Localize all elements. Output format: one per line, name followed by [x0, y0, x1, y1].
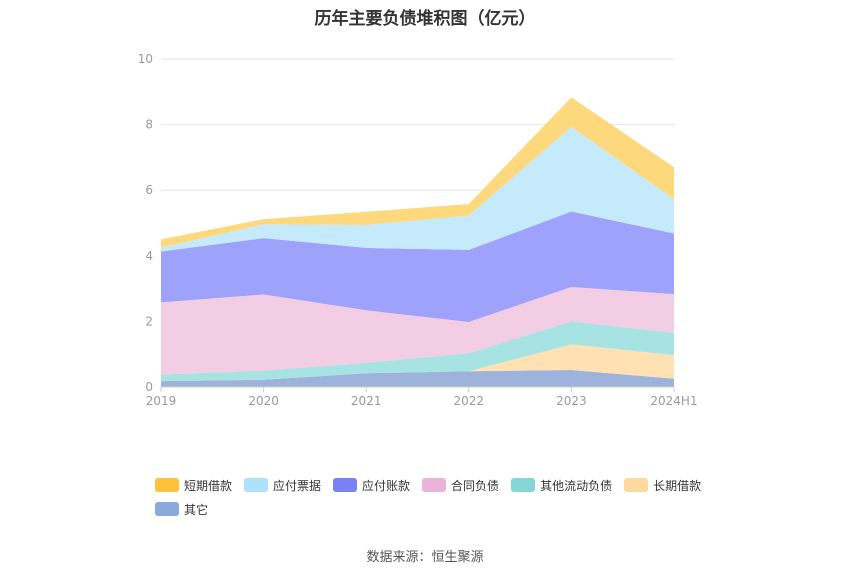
- axes: 0 2 4 6 8 10 2019 2020 2021 2022 2023 2024H1: [138, 52, 698, 408]
- x-tick-label-2021: 2021: [351, 394, 382, 408]
- x-tick-label-2022: 2022: [454, 394, 485, 408]
- x-tick-label-2024H1: 2024H1: [650, 394, 697, 408]
- legend-label: 应付账款: [362, 478, 411, 493]
- legend-label: 长期借款: [653, 478, 702, 493]
- legend-swatch: [624, 478, 649, 492]
- legend-label: 短期借款: [184, 478, 233, 493]
- legend-swatch: [333, 478, 358, 492]
- x-tick-label-2020: 2020: [248, 394, 279, 408]
- y-tick-label-2: 2: [145, 314, 153, 328]
- y-tick-label-10: 10: [138, 52, 153, 66]
- legend-item-3[interactable]: 合同负债: [422, 473, 499, 497]
- y-tick-label-8: 8: [145, 118, 153, 132]
- area-series-3: [161, 286, 674, 375]
- legend-item-6[interactable]: 其它: [155, 497, 208, 521]
- legend-label: 应付票据: [273, 478, 322, 493]
- legend-label: 合同负债: [451, 478, 500, 493]
- area-series-0: [161, 369, 674, 387]
- legend-swatch: [155, 478, 179, 492]
- legend-item-0[interactable]: 短期借款: [155, 473, 232, 497]
- area-series-1: [161, 344, 674, 382]
- legend-label: 其它: [184, 502, 209, 517]
- stacked-areas: [161, 97, 674, 387]
- area-series-2: [161, 321, 674, 382]
- legend-swatch: [422, 478, 447, 492]
- legend-swatch: [155, 502, 179, 516]
- legend: 短期借款 应付票据 应付账款 合同负债 其他流动负债 长期借款其它: [155, 473, 755, 521]
- x-tick-label-2019: 2019: [146, 394, 177, 408]
- legend-swatch: [511, 478, 536, 492]
- area-series-5: [161, 126, 674, 252]
- y-tick-label-4: 4: [145, 249, 153, 263]
- source-note: 数据来源：恒生聚源: [366, 550, 484, 565]
- legend-item-4[interactable]: 其他流动负债: [511, 473, 612, 497]
- legend-label: 其他流动负债: [540, 478, 613, 493]
- y-tick-label-0: 0: [145, 380, 153, 394]
- x-tick-label-2023: 2023: [556, 394, 587, 408]
- legend-item-2[interactable]: 应付账款: [333, 473, 410, 497]
- chart-title: 历年主要负债堆积图（亿元）: [314, 9, 536, 29]
- y-tick-label-6: 6: [145, 183, 153, 197]
- legend-swatch: [244, 478, 269, 492]
- area-series-6: [161, 97, 674, 248]
- legend-item-5[interactable]: 长期借款: [624, 473, 701, 497]
- area-series-4: [161, 211, 674, 323]
- legend-item-1[interactable]: 应付票据: [244, 473, 321, 497]
